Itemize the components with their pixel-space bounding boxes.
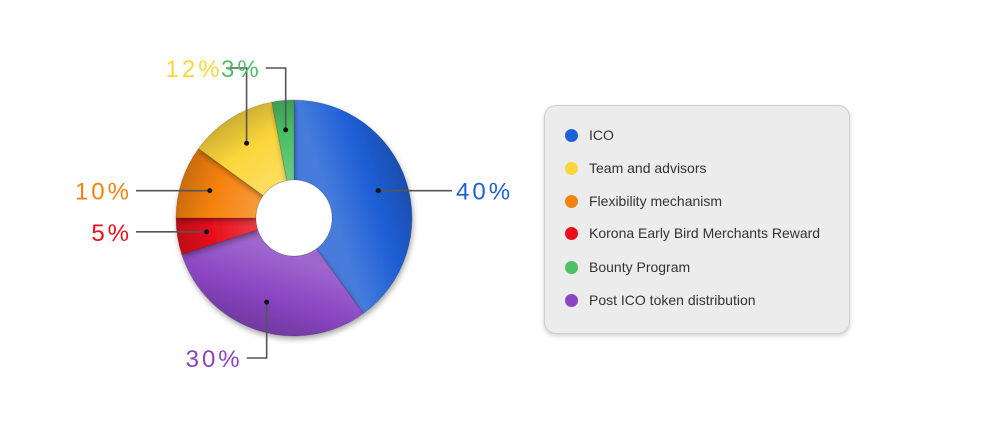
callout-line-post-ico-token-distribution xyxy=(246,302,268,359)
legend-swatch xyxy=(565,293,578,307)
callout-dot-ico xyxy=(375,188,381,194)
callout-dot-post-ico-token-distribution xyxy=(264,299,270,305)
slice-label-korona-early-bird-merchants-reward: 5% xyxy=(91,220,132,247)
callout-dot-team-and-advisors xyxy=(244,140,250,146)
legend-item-team-and-advisors: Team and advisors xyxy=(565,158,707,178)
legend-swatch xyxy=(565,260,578,274)
callout-dot-flexibility-mechanism xyxy=(207,188,213,194)
legend-label: Flexibility mechanism xyxy=(589,193,723,209)
legend-swatch xyxy=(565,128,578,142)
donut-hole xyxy=(255,179,333,257)
slice-label-flexibility-mechanism: 10% xyxy=(75,179,132,206)
callout-dot-bounty-program xyxy=(283,127,289,133)
legend-label: Post ICO token distribution xyxy=(589,292,756,308)
callout-dot-korona-early-bird-merchants-reward xyxy=(204,229,210,235)
legend-item-post-ico-token-distribution: Post ICO token distribution xyxy=(565,290,756,310)
chart-legend: ICO Team and advisors Flexibility mechan… xyxy=(544,105,850,334)
legend-item-bounty-program: Bounty Program xyxy=(565,257,690,277)
donut-chart-svg: 40% 30% 5% 10% 12%3% xyxy=(75,56,513,373)
callout-line-bounty-program xyxy=(265,67,287,130)
callout-line-team-and-advisors xyxy=(226,67,248,144)
legend-label: Bounty Program xyxy=(589,259,691,275)
legend-label: Team and advisors xyxy=(589,160,707,176)
slice-label-bounty-program: 3% xyxy=(221,56,262,83)
legend-swatch xyxy=(565,161,578,175)
legend-swatch xyxy=(565,226,578,240)
slice-label-team-and-advisors: 12% xyxy=(166,56,223,83)
legend-label: ICO xyxy=(589,127,614,143)
legend-swatch xyxy=(565,194,578,208)
legend-item-ico: ICO xyxy=(565,125,614,145)
slice-label-ico: 40% xyxy=(456,179,513,206)
slice-label-post-ico-token-distribution: 30% xyxy=(186,346,243,373)
legend-label: Korona Early Bird Merchants Reward xyxy=(589,225,821,241)
donut-chart: 40% 30% 5% 10% 12% 3% xyxy=(75,56,513,373)
legend-item-flexibility-mechanism: Flexibility mechanism xyxy=(565,191,722,211)
legend-item-korona-early-bird: Korona Early Bird Merchants Reward xyxy=(565,223,820,243)
